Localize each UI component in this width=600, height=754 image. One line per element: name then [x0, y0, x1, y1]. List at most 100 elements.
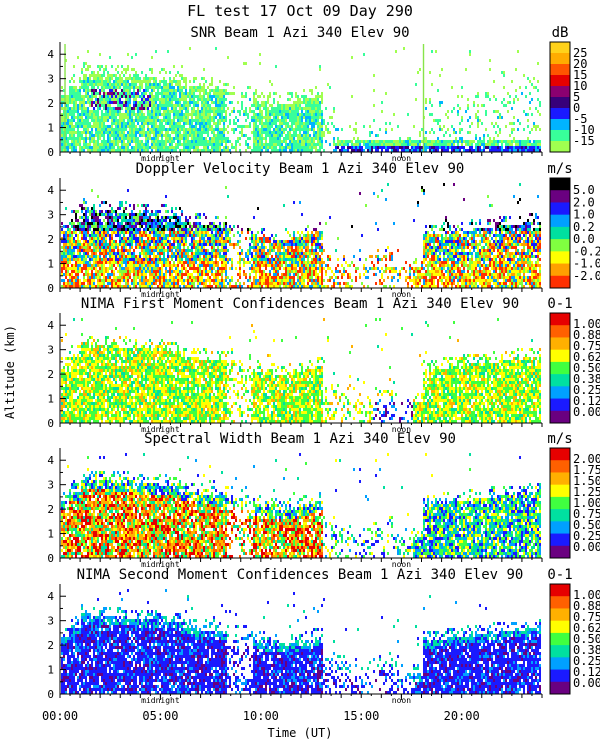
colorbar-label: 0.00 — [573, 676, 600, 690]
y-tick-label: 4 — [47, 48, 54, 61]
panel-title: Spectral Width Beam 1 Azi 340 Elev 90 — [144, 431, 456, 447]
colorbar-unit: m/s — [547, 161, 572, 177]
figure-title: FL test 17 Oct 09 Day 290 — [187, 2, 413, 20]
colorbar-swatch — [550, 251, 570, 264]
y-tick-label: 3 — [47, 344, 54, 357]
colorbar-swatch — [550, 621, 570, 634]
colorbar-swatch — [550, 108, 570, 120]
colorbar-swatch — [550, 596, 570, 609]
panel-title: SNR Beam 1 Azi 340 Elev 90 — [190, 25, 409, 41]
colorbar-swatch — [550, 130, 570, 142]
x-tick-label: 20:00 — [444, 709, 480, 723]
colorbar: 1.000.880.750.620.500.380.250.120.00 — [550, 313, 600, 424]
y-tick-label: 2 — [47, 233, 54, 246]
noon-label: noon — [392, 696, 411, 705]
x-tick-label: 15:00 — [343, 709, 379, 723]
midnight-label: midnight — [141, 696, 180, 705]
y-tick-label: 1 — [47, 122, 54, 135]
y-tick-label: 2 — [47, 368, 54, 381]
colorbar-swatch — [550, 657, 570, 670]
colorbar-swatch — [550, 485, 570, 498]
x-tick-label: 10:00 — [243, 709, 279, 723]
colorbar-unit: m/s — [547, 431, 572, 447]
colorbar-swatch — [550, 633, 570, 646]
colorbar-swatch — [550, 53, 570, 65]
y-axis-label: Altitude (km) — [3, 325, 17, 419]
colorbar-unit: 0-1 — [547, 567, 572, 583]
colorbar-swatch — [550, 374, 570, 387]
colorbar-label: -15 — [573, 134, 595, 148]
y-tick-label: 3 — [47, 73, 54, 86]
colorbar-swatch — [550, 337, 570, 350]
colorbar-label: -2.0 — [573, 269, 600, 283]
colorbar-swatch — [550, 386, 570, 399]
colorbar-unit: dB — [552, 25, 569, 41]
colorbar-swatch — [550, 472, 570, 485]
x-axis-label: Time (UT) — [267, 726, 332, 740]
y-tick-label: 0 — [47, 146, 54, 159]
colorbar-swatch — [550, 497, 570, 510]
colorbar-label: 0.00 — [573, 540, 600, 554]
colorbar: 5.02.01.00.20.0-0.2-1.0-2.0 — [550, 178, 600, 289]
colorbar-swatch — [550, 75, 570, 87]
y-tick-label: 1 — [47, 258, 54, 271]
colorbar-swatch — [550, 448, 570, 461]
y-tick-label: 4 — [47, 454, 54, 467]
colorbar-swatch — [550, 178, 570, 191]
panel-title: Doppler Velocity Beam 1 Azi 340 Elev 90 — [136, 161, 465, 177]
colorbar: 2.001.751.501.251.000.750.500.250.00 — [550, 448, 600, 559]
colorbar-swatch — [550, 608, 570, 621]
colorbar-swatch — [550, 97, 570, 109]
colorbar-swatch — [550, 584, 570, 597]
colorbar-swatch — [550, 362, 570, 375]
colorbar-swatch — [550, 42, 570, 54]
y-tick-label: 4 — [47, 319, 54, 332]
x-tick-label: 00:00 — [42, 709, 78, 723]
y-tick-label: 3 — [47, 479, 54, 492]
colorbar-swatch — [550, 509, 570, 522]
colorbar-swatch — [550, 215, 570, 228]
colorbar-unit: 0-1 — [547, 296, 572, 312]
y-tick-label: 2 — [47, 97, 54, 110]
y-tick-label: 1 — [47, 393, 54, 406]
colorbar-swatch — [550, 313, 570, 326]
y-tick-label: 0 — [47, 417, 54, 430]
colorbar-swatch — [550, 350, 570, 363]
panel-title: NIMA Second Moment Confidences Beam 1 Az… — [77, 567, 524, 583]
colorbar-label: 0.00 — [573, 405, 600, 419]
y-tick-label: 4 — [47, 184, 54, 197]
colorbar-swatch — [550, 202, 570, 215]
y-tick-label: 2 — [47, 503, 54, 516]
colorbar-swatch — [550, 411, 570, 424]
colorbar-swatch — [550, 460, 570, 473]
colorbar-swatch — [550, 325, 570, 338]
colorbar: 1.000.880.750.620.500.380.250.120.00 — [550, 584, 600, 695]
colorbar-swatch — [550, 546, 570, 559]
x-tick-label: 05:00 — [142, 709, 178, 723]
colorbar-swatch — [550, 119, 570, 131]
y-tick-label: 0 — [47, 282, 54, 295]
colorbar-swatch — [550, 670, 570, 683]
y-tick-label: 3 — [47, 209, 54, 222]
y-tick-label: 4 — [47, 590, 54, 603]
colorbar-swatch — [550, 682, 570, 695]
y-tick-label: 0 — [47, 688, 54, 701]
y-tick-label: 3 — [47, 615, 54, 628]
colorbar-swatch — [550, 521, 570, 534]
colorbar-swatch — [550, 645, 570, 658]
colorbar-swatch — [550, 141, 570, 153]
y-tick-label: 1 — [47, 528, 54, 541]
colorbar-swatch — [550, 64, 570, 76]
colorbar-swatch — [550, 534, 570, 547]
colorbar-swatch — [550, 399, 570, 412]
colorbar-swatch — [550, 227, 570, 240]
y-tick-label: 2 — [47, 639, 54, 652]
y-tick-label: 1 — [47, 664, 54, 677]
panel-title: NIMA First Moment Confidences Beam 1 Azi… — [81, 296, 519, 312]
colorbar-swatch — [550, 276, 570, 289]
colorbar-swatch — [550, 190, 570, 203]
colorbar-swatch — [550, 86, 570, 98]
colorbar-swatch — [550, 239, 570, 252]
